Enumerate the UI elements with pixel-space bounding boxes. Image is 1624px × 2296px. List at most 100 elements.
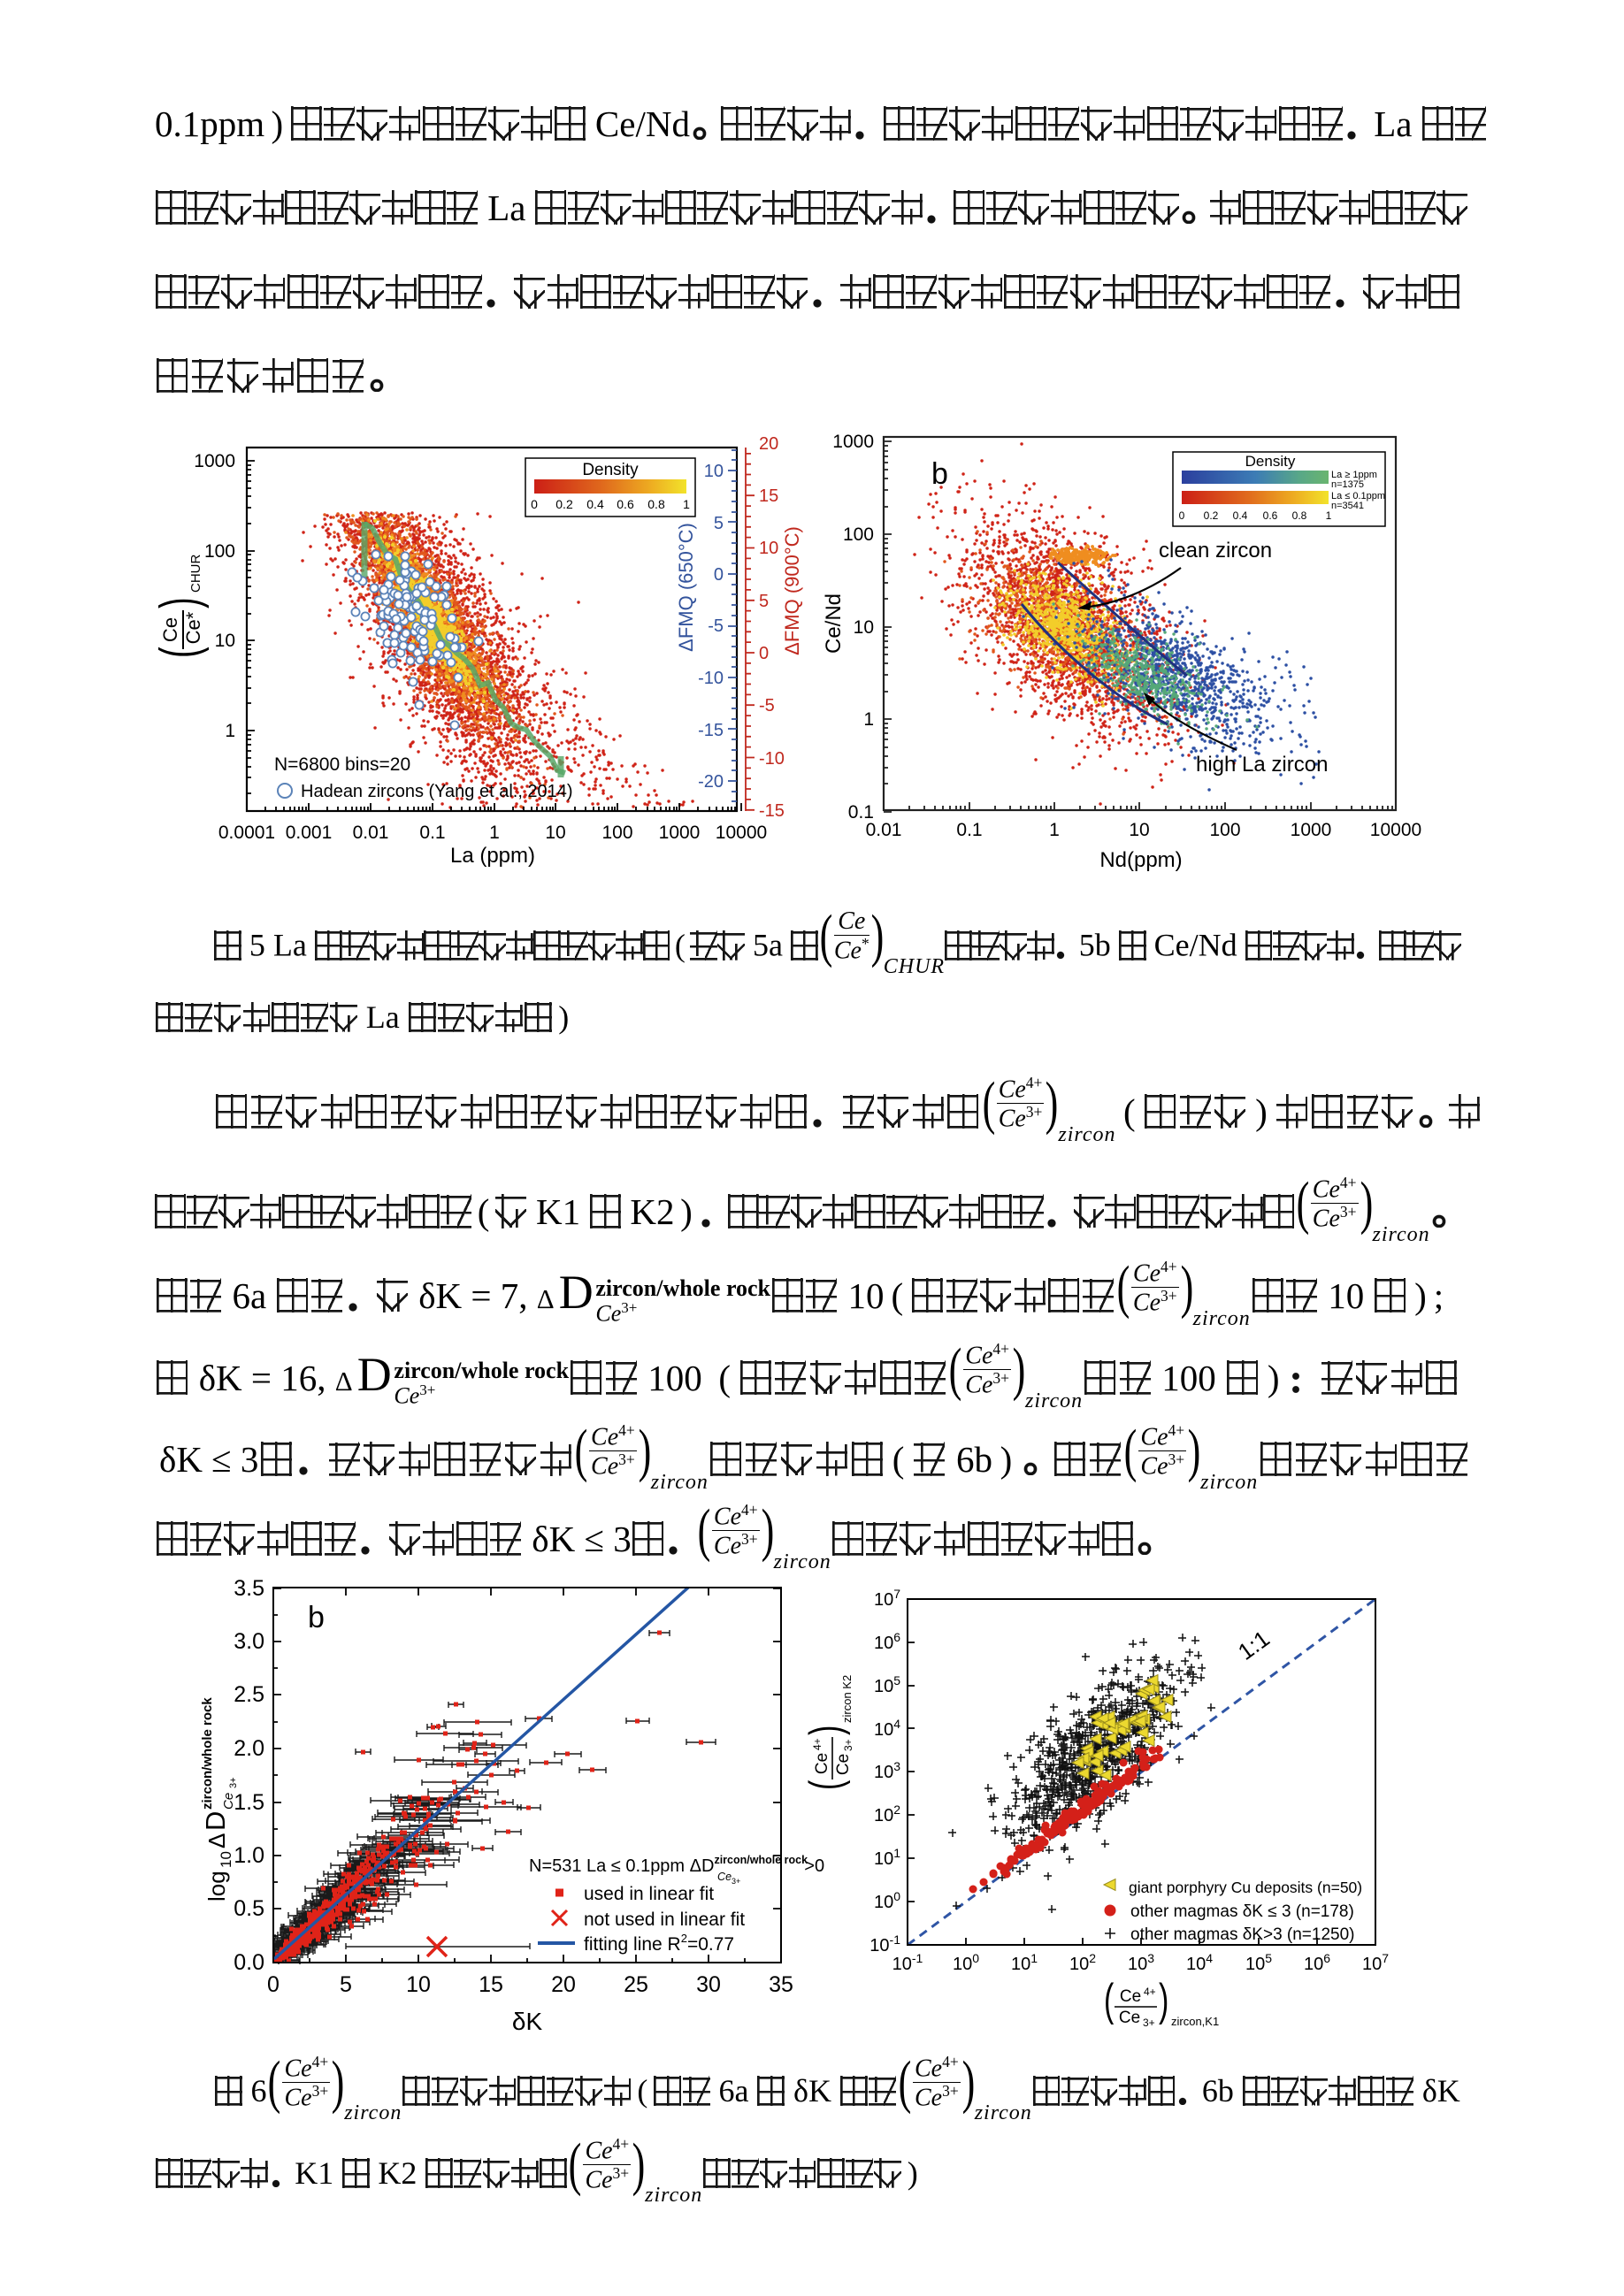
svg-text:10: 10: [406, 1972, 431, 1997]
svg-text:10: 10: [215, 631, 235, 651]
svg-text:(: (: [801, 1779, 851, 1790]
svg-text:Δ: Δ: [203, 1833, 230, 1848]
svg-text:0.0001: 0.0001: [218, 823, 275, 843]
svg-text:10: 10: [854, 617, 874, 638]
svg-text:15: 15: [759, 486, 778, 506]
svg-text:1: 1: [863, 709, 874, 730]
svg-text:ΔFMQ (650°C): ΔFMQ (650°C): [675, 523, 697, 652]
svg-text:-15: -15: [698, 721, 724, 740]
svg-text:-15: -15: [759, 801, 785, 821]
svg-text:1.5: 1.5: [234, 1790, 264, 1815]
svg-text:Ce: Ce: [1119, 2009, 1140, 2027]
svg-text:2.5: 2.5: [234, 1682, 264, 1707]
svg-text:Ce*: Ce*: [182, 611, 204, 644]
svg-text:4+: 4+: [811, 1738, 823, 1750]
svg-text:0: 0: [267, 1972, 280, 1997]
svg-text:1:1: 1:1: [1233, 1625, 1275, 1665]
svg-text:zircon/whole rock: zircon/whole rock: [200, 1697, 215, 1810]
svg-text:10: 10: [1129, 820, 1149, 840]
svg-text:clean zircon: clean zircon: [1159, 539, 1272, 563]
svg-text:1.0: 1.0: [234, 1843, 264, 1868]
svg-text:10000: 10000: [1370, 820, 1421, 840]
svg-text:La ≤ 0.1ppm: La ≤ 0.1ppm: [1331, 491, 1385, 501]
svg-text:1: 1: [683, 497, 690, 511]
svg-text:0: 0: [1179, 509, 1185, 522]
svg-text:1: 1: [1049, 820, 1060, 840]
svg-text:0.5: 0.5: [234, 1896, 264, 1921]
svg-text:100: 100: [1209, 820, 1240, 840]
svg-text:100: 100: [204, 541, 235, 562]
svg-text:giant porphyry Cu deposits (n: giant porphyry Cu deposits (n=50): [1129, 1879, 1362, 1896]
svg-text:104: 104: [1186, 1951, 1213, 1974]
svg-text:0: 0: [759, 644, 769, 663]
svg-text:0: 0: [531, 497, 538, 511]
svg-text:-5: -5: [708, 616, 724, 636]
svg-text:other magmas δK ≤ 3 (n=178): other magmas δK ≤ 3 (n=178): [1130, 1902, 1354, 1921]
svg-text:3+: 3+: [228, 1777, 239, 1788]
svg-text:Density: Density: [582, 461, 639, 479]
svg-text:0.01: 0.01: [353, 823, 389, 843]
svg-text:): ): [1159, 1976, 1168, 2025]
svg-text:102: 102: [1069, 1951, 1096, 1974]
svg-text:0.1: 0.1: [848, 802, 874, 823]
svg-text:ΔFMQ (900°C): ΔFMQ (900°C): [781, 526, 803, 655]
svg-text:105: 105: [874, 1673, 900, 1696]
svg-text:used in linear fit: used in linear fit: [584, 1884, 714, 1904]
svg-text:-5: -5: [759, 696, 775, 716]
svg-text:0.1: 0.1: [419, 823, 445, 843]
svg-text:101: 101: [874, 1846, 900, 1869]
svg-text:1000: 1000: [659, 823, 701, 843]
svg-text:Ce/Nd: Ce/Nd: [822, 593, 846, 654]
svg-text:0.8: 0.8: [1292, 509, 1307, 522]
svg-text:5: 5: [759, 592, 769, 611]
svg-text:0.6: 0.6: [617, 497, 634, 511]
svg-text:10: 10: [704, 462, 724, 481]
svg-text:0.1: 0.1: [956, 820, 982, 840]
svg-text:101: 101: [1011, 1951, 1038, 1974]
svg-text:105: 105: [1245, 1951, 1272, 1974]
svg-text:107: 107: [874, 1587, 900, 1610]
svg-text:log: log: [203, 1871, 230, 1902]
svg-text:10: 10: [545, 823, 565, 843]
svg-text:b: b: [308, 1601, 325, 1634]
svg-text:Ce: Ce: [813, 1753, 831, 1774]
svg-text:1000: 1000: [1291, 820, 1332, 840]
svg-text:5: 5: [714, 514, 724, 533]
svg-text:0.01: 0.01: [866, 820, 902, 840]
svg-text:104: 104: [874, 1717, 900, 1740]
svg-text:1000: 1000: [832, 432, 874, 452]
svg-text:1: 1: [225, 721, 235, 741]
svg-text:Ce: Ce: [159, 617, 181, 642]
svg-text:102: 102: [874, 1802, 900, 1825]
svg-text:10000: 10000: [716, 823, 767, 843]
svg-text:0.0: 0.0: [234, 1950, 264, 1975]
svg-text:0.6: 0.6: [1263, 509, 1278, 522]
svg-text:103: 103: [874, 1759, 900, 1782]
svg-text:0: 0: [714, 565, 724, 585]
svg-text:10-1: 10-1: [892, 1951, 923, 1974]
svg-text:1: 1: [489, 823, 500, 843]
svg-text:10-1: 10-1: [869, 1932, 900, 1955]
svg-text:(: (: [149, 647, 209, 658]
svg-text:Ce: Ce: [221, 1793, 236, 1810]
svg-text:0.4: 0.4: [586, 497, 604, 511]
svg-text:Hadean zircons (Yang et al., 2: Hadean zircons (Yang et al., 2014): [301, 782, 573, 801]
svg-text:other magmas δK>3 (n=1250): other magmas δK>3 (n=1250): [1130, 1925, 1355, 1944]
svg-text:3+: 3+: [1143, 2017, 1155, 2029]
svg-text:La ≥ 1ppm: La ≥ 1ppm: [1331, 470, 1377, 480]
svg-text:1: 1: [1326, 509, 1332, 522]
svg-text:0.001: 0.001: [286, 823, 333, 843]
svg-text:-10: -10: [698, 669, 724, 688]
svg-text:CHUR: CHUR: [188, 555, 203, 593]
svg-text:100: 100: [601, 823, 632, 843]
svg-text:Density: Density: [1245, 453, 1296, 470]
svg-text:3.5: 3.5: [234, 1576, 264, 1601]
svg-text:-20: -20: [698, 772, 724, 792]
svg-text:3.0: 3.0: [234, 1629, 264, 1654]
svg-text:100: 100: [953, 1951, 979, 1974]
svg-text:n=3541: n=3541: [1331, 501, 1364, 511]
svg-text:La (ppm): La (ppm): [450, 844, 535, 868]
svg-text:Nd(ppm): Nd(ppm): [1099, 848, 1182, 872]
svg-text:): ): [801, 1726, 851, 1735]
svg-text:): ): [149, 597, 209, 608]
